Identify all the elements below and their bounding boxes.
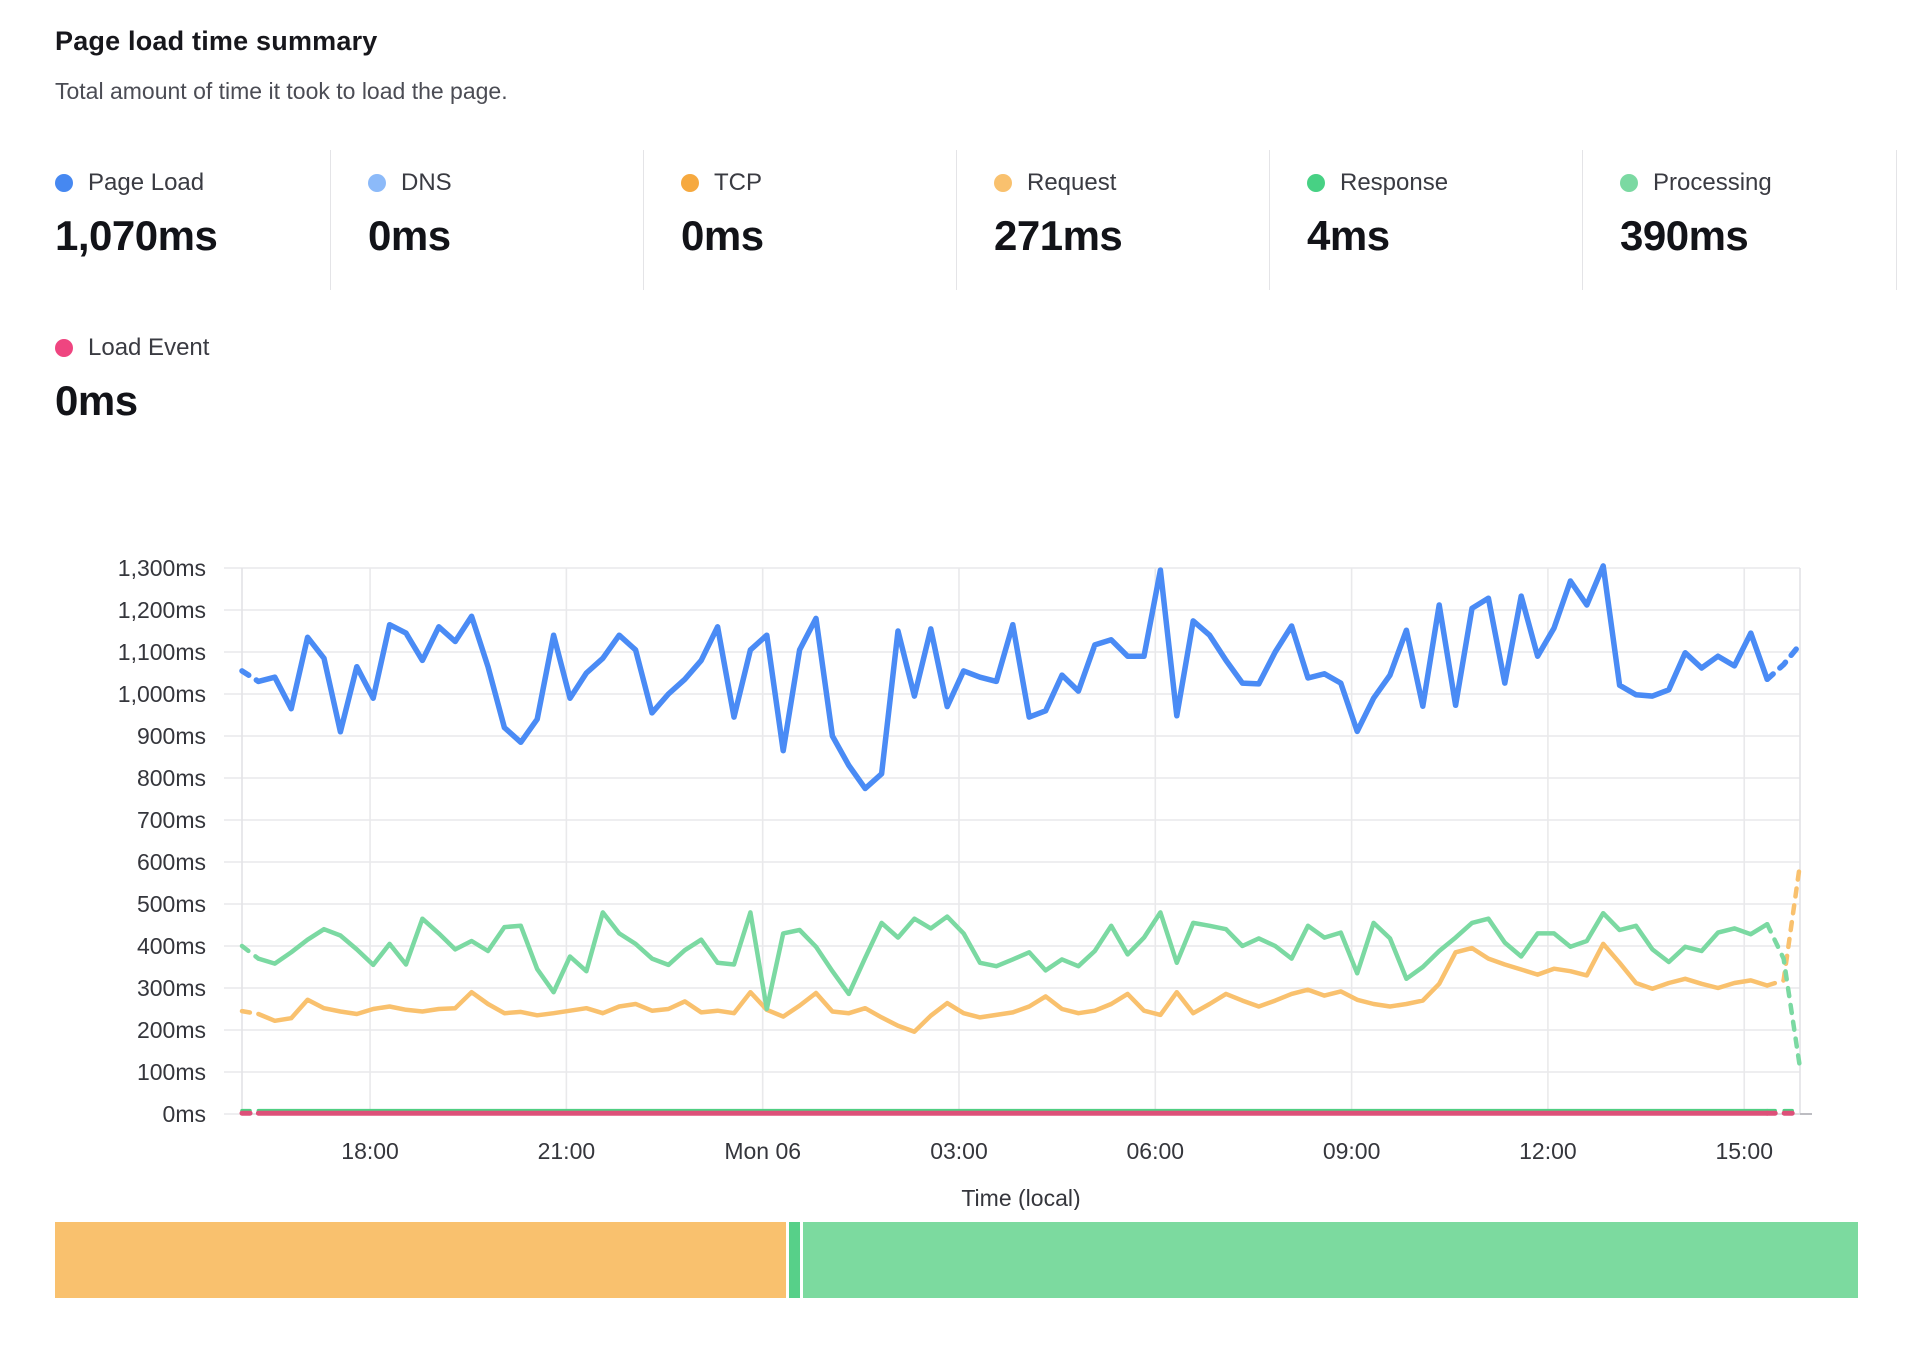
series-processing	[1764, 921, 1803, 1071]
y-axis-tick-label: 900ms	[137, 723, 206, 749]
metric-label: Processing	[1653, 169, 1772, 196]
y-axis-tick-label: 1,200ms	[118, 597, 206, 623]
metric-divider	[643, 150, 644, 290]
x-axis-tick-label: Mon 06	[724, 1138, 801, 1164]
metric-page-load: Page Load 1,070ms	[55, 168, 325, 260]
x-axis-tick-label: 09:00	[1323, 1138, 1381, 1164]
x-axis-tick-label: 03:00	[930, 1138, 988, 1164]
page-title: Page load time summary	[55, 26, 378, 56]
metric-label: Page Load	[88, 169, 205, 196]
metric-dns: DNS 0ms	[368, 168, 638, 260]
chart-canvas[interactable]: 0ms 100ms 200ms 300ms 400ms 500ms 600ms 700ms 80…	[0, 545, 1910, 1210]
metric-label: Load Event	[88, 334, 210, 361]
y-axis-tick-label: 600ms	[137, 849, 206, 875]
x-axis-tick-label: 21:00	[538, 1138, 596, 1164]
metric-label: Response	[1340, 169, 1449, 196]
metric-processing: Processing 390ms	[1620, 168, 1890, 260]
metric-load-event: Load Event 0ms	[55, 333, 325, 425]
x-axis-tick-label: 12:00	[1519, 1138, 1577, 1164]
y-axis-tick-label: 300ms	[137, 975, 206, 1001]
series-request	[256, 941, 1770, 1034]
phase-share-segment-request	[55, 1222, 786, 1298]
series-request	[239, 1008, 261, 1017]
page-load-time-chart[interactable]: 0ms 100ms 200ms 300ms 400ms 500ms 600ms 700ms 80…	[0, 545, 1910, 1210]
metric-value: 0ms	[55, 377, 138, 424]
y-axis-tick-label: 400ms	[137, 933, 206, 959]
metric-divider	[956, 150, 957, 290]
y-axis-tick-label: 0ms	[163, 1101, 206, 1127]
metric-tcp: TCP 0ms	[681, 168, 951, 260]
y-axis-tick-label: 1,100ms	[118, 639, 206, 665]
metric-divider	[1896, 150, 1897, 290]
metric-divider	[330, 150, 331, 290]
page-load-dot-icon	[55, 174, 73, 192]
metric-response: Response 4ms	[1307, 168, 1577, 260]
response-dot-icon	[1307, 174, 1325, 192]
metric-value: 4ms	[1307, 212, 1390, 259]
x-axis-tick-label: 06:00	[1127, 1138, 1185, 1164]
series-page-load	[1764, 641, 1803, 683]
y-axis-tick-label: 500ms	[137, 891, 206, 917]
y-axis-tick-label: 100ms	[137, 1059, 206, 1085]
x-axis-title: Time (local)	[961, 1185, 1080, 1210]
dns-dot-icon	[368, 174, 386, 192]
metric-divider	[1582, 150, 1583, 290]
metric-label: DNS	[401, 169, 452, 196]
metric-value: 1,070ms	[55, 212, 218, 259]
metric-label: TCP	[714, 169, 762, 196]
tcp-dot-icon	[681, 174, 699, 192]
y-axis-tick-label: 800ms	[137, 765, 206, 791]
metric-label: Request	[1027, 169, 1117, 196]
metric-value: 0ms	[681, 212, 764, 259]
phase-share-bar	[55, 1222, 1858, 1298]
phase-share-segment-processing	[802, 1222, 1858, 1298]
metric-value: 390ms	[1620, 212, 1749, 259]
metric-value: 0ms	[368, 212, 451, 259]
y-axis-tick-label: 1,000ms	[118, 681, 206, 707]
metric-divider	[1269, 150, 1270, 290]
series-request	[1764, 861, 1803, 988]
load-event-dot-icon	[55, 339, 73, 357]
x-axis-tick-label: 15:00	[1715, 1138, 1773, 1164]
processing-dot-icon	[1620, 174, 1638, 192]
metric-value: 271ms	[994, 212, 1123, 259]
y-axis-tick-label: 700ms	[137, 807, 206, 833]
series-processing	[256, 910, 1770, 1012]
series-processing	[239, 943, 261, 961]
y-axis-tick-label: 200ms	[137, 1017, 206, 1043]
page-subtitle: Total amount of time it took to load the…	[55, 78, 508, 104]
x-axis-tick-label: 18:00	[341, 1138, 399, 1164]
phase-share-segment-response	[788, 1222, 800, 1298]
series-page-load	[255, 563, 1770, 792]
request-dot-icon	[994, 174, 1012, 192]
metric-request: Request 271ms	[994, 168, 1264, 260]
y-axis-tick-label: 1,300ms	[118, 555, 206, 581]
series-page-load	[239, 668, 262, 685]
